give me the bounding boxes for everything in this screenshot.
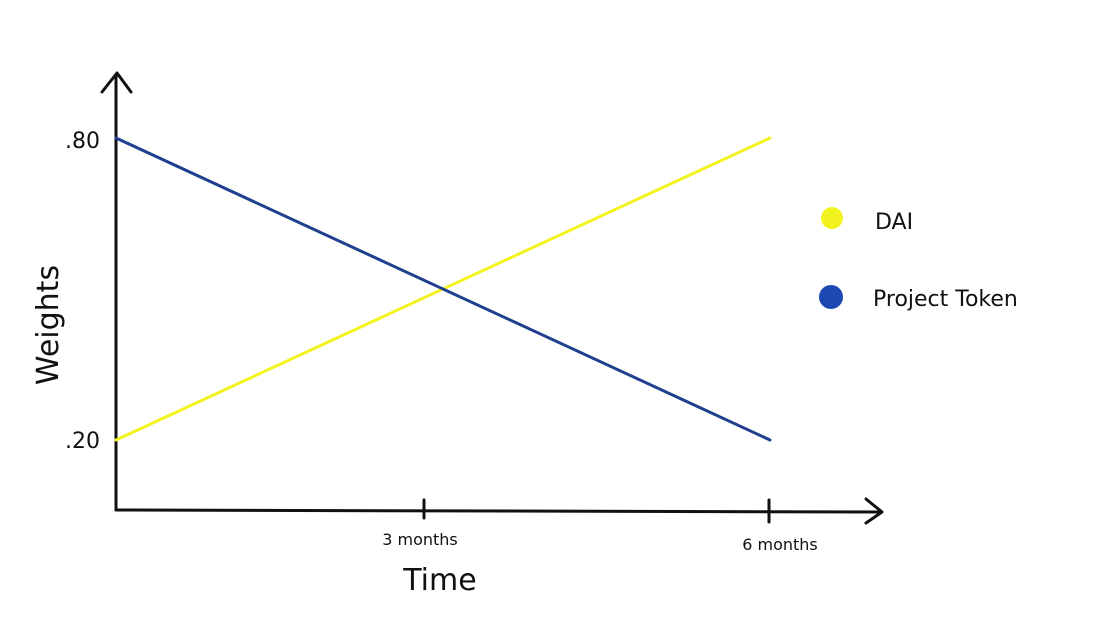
series-line-project-token [114,136,772,442]
legend-dot-project-token [819,285,843,309]
y-tick-label-low: .20 [65,429,100,454]
x-axis-title: Time [402,563,476,598]
y-axis [100,71,133,512]
y-axis-arrowhead [100,71,133,94]
x-axis [114,497,884,525]
legend-dot-dai [821,207,843,229]
legend: DAI Project Token [819,207,1018,312]
x-axis-arrowhead [864,497,884,525]
x-tick-label-6-months: 6 months [742,535,818,554]
y-tick-label-high: .80 [65,129,100,154]
legend-label-dai: DAI [875,210,913,235]
x-tick-label-3-months: 3 months [382,530,458,549]
y-axis-title: Weights [31,265,66,385]
legend-label-project-token: Project Token [873,287,1018,312]
